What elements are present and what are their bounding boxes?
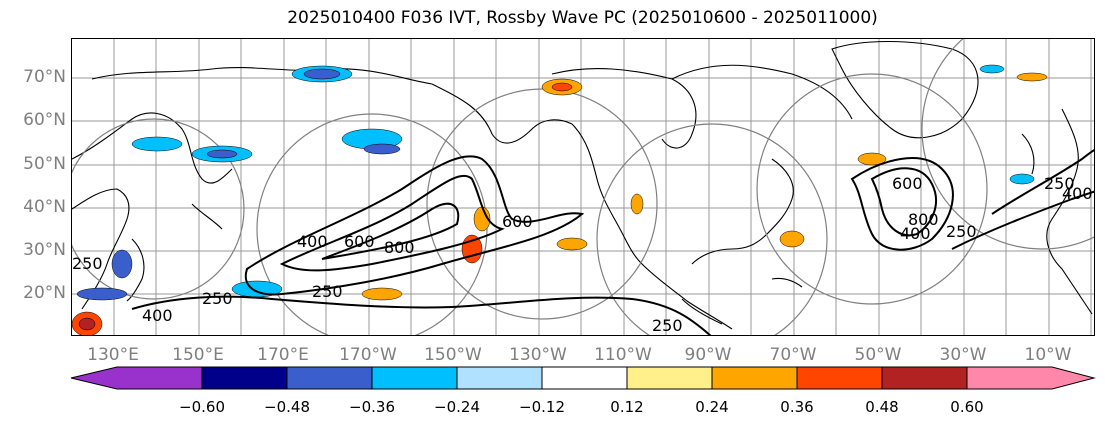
map-panel: 250 400 600 800 250 600 400 250 250 400 …: [71, 38, 1095, 336]
colorbar-tick: −0.60: [179, 398, 225, 416]
lat-label-50n: 50°N: [23, 154, 66, 174]
ivt-anomaly-patches: [72, 64, 1048, 335]
lon-label-10w: 10°W: [1024, 345, 1072, 365]
lat-label-70n: 70°N: [23, 67, 66, 87]
colorbar-segment: [541, 366, 628, 390]
lon-label-150e: 150°E: [172, 345, 224, 365]
colorbar-segment: [796, 366, 883, 390]
colorbar-tick: 0.48: [865, 398, 899, 416]
lon-label-150w: 150°W: [424, 345, 482, 365]
colorbar-tick: −0.24: [434, 398, 480, 416]
contour-label: 400: [142, 306, 173, 325]
lat-label-60n: 60°N: [23, 110, 66, 130]
lon-label-170e: 170°E: [257, 345, 309, 365]
contour-label: 250: [1044, 174, 1075, 193]
lon-label-170w: 170°W: [339, 345, 397, 365]
colorbar-segment: [70, 366, 203, 390]
colorbar-segment: [626, 366, 713, 390]
lat-label-20n: 20°N: [23, 283, 66, 303]
lon-label-30w: 30°W: [939, 345, 987, 365]
lon-label-130w: 130°W: [509, 345, 567, 365]
colorbar-tick: −0.36: [349, 398, 395, 416]
contour-label: 400: [1062, 184, 1093, 203]
lat-label-40n: 40°N: [23, 197, 66, 217]
lon-label-50w: 50°W: [854, 345, 902, 365]
contour-label: 600: [502, 212, 533, 231]
colorbar-segment: [881, 366, 968, 390]
colorbar-segment: [711, 366, 798, 390]
colorbar-tick: −0.48: [264, 398, 310, 416]
colorbar-segment: [286, 366, 373, 390]
contour-label: 250: [312, 282, 343, 301]
colorbar-segment: [371, 366, 458, 390]
coastlines: [72, 40, 1093, 330]
contour-label: 600: [344, 232, 375, 251]
lon-label-130e: 130°E: [87, 345, 139, 365]
colorbar-tick: 0.60: [950, 398, 984, 416]
colorbar-tick: −0.12: [519, 398, 565, 416]
contour-label: 400: [900, 224, 931, 243]
colorbar-segment: [456, 366, 543, 390]
contour-label: 250: [652, 316, 683, 335]
contour-label: 600: [892, 174, 923, 193]
colorbar-segment: [201, 366, 288, 390]
map-canvas: 250 400 600 800 250 600 400 250 250 400 …: [72, 39, 1094, 335]
contour-label: 250: [202, 289, 233, 308]
contour-label: 800: [384, 238, 415, 257]
lon-label-90w: 90°W: [684, 345, 732, 365]
contour-label: 400: [297, 232, 328, 251]
contour-labels: 250 400 600 800 250 600 400 250 250 400 …: [72, 174, 1093, 335]
map-title: 2025010400 F036 IVT, Rossby Wave PC (202…: [287, 8, 878, 28]
lat-label-30n: 30°N: [23, 240, 66, 260]
colorbar-tick: 0.12: [610, 398, 644, 416]
contour-label: 250: [946, 222, 977, 241]
colorbar-tick: 0.36: [780, 398, 814, 416]
contour-label: 250: [72, 254, 103, 273]
ivt-contours: [131, 149, 1094, 335]
rossby-wave-rings: [72, 39, 1094, 335]
lon-label-110w: 110°W: [594, 345, 652, 365]
colorbar-tick: 0.24: [695, 398, 729, 416]
colorbar-segment: [966, 366, 1096, 390]
colorbar: [70, 366, 1096, 390]
contour-label: 800: [908, 210, 939, 229]
lon-label-70w: 70°W: [769, 345, 817, 365]
